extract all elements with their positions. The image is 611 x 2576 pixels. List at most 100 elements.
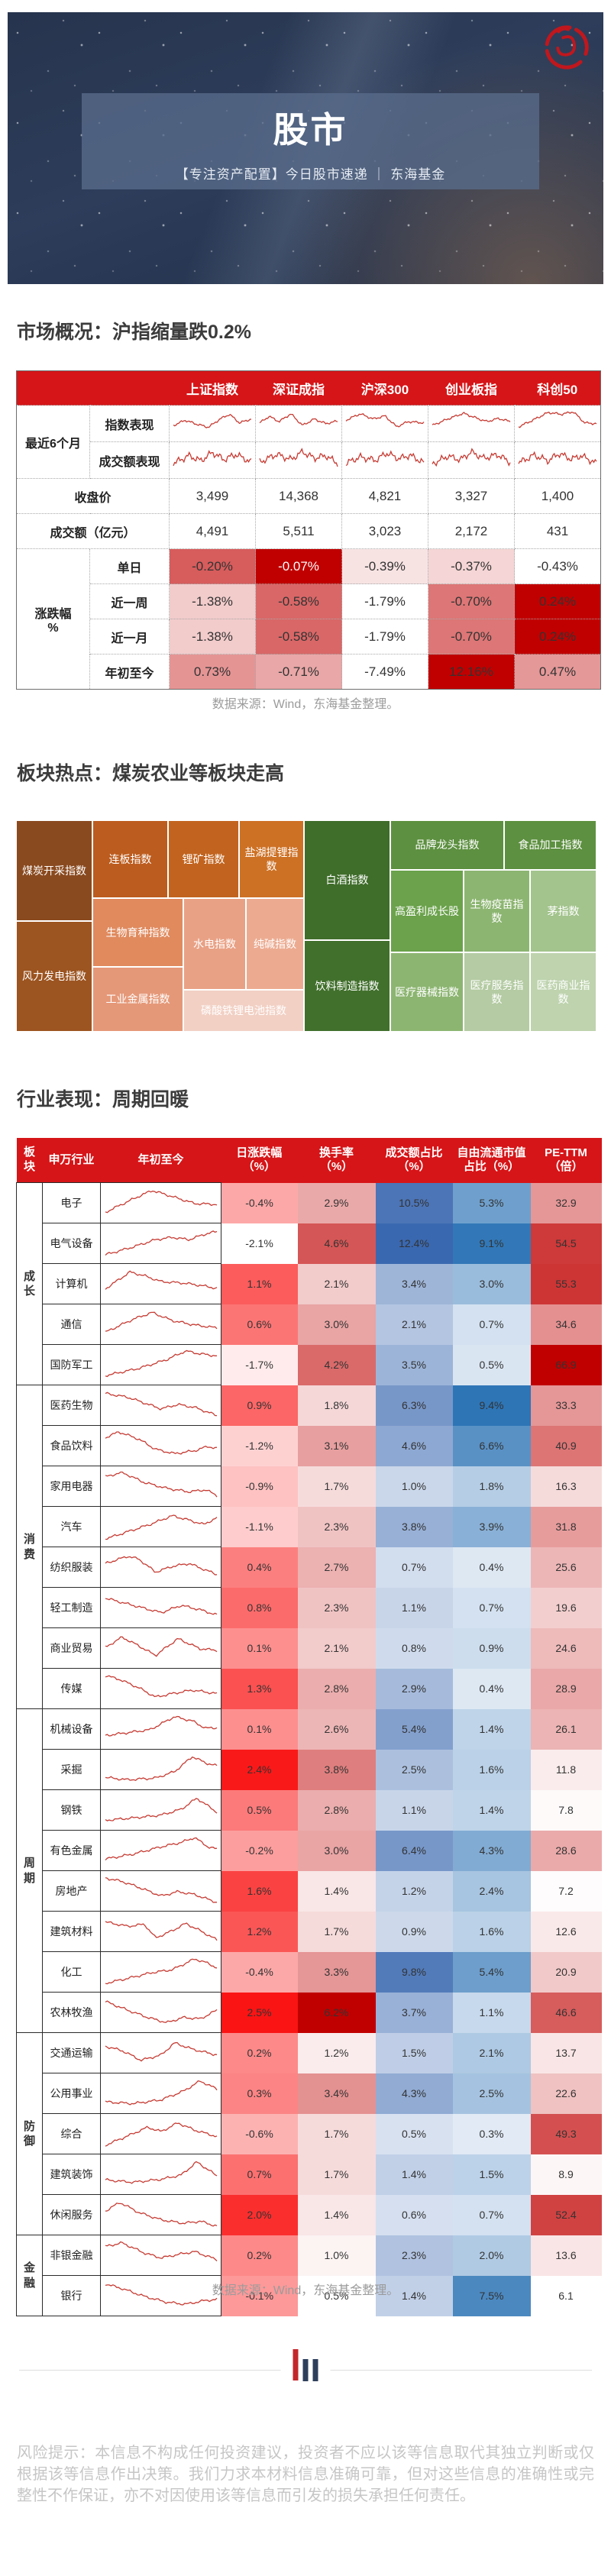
- heat-cell: 6.3%: [375, 1385, 453, 1426]
- heat-cell: 1.8%: [452, 1466, 531, 1507]
- heat-cell: 0.3%: [452, 2113, 531, 2154]
- section-title-sector-hotspots: 板块热点：煤炭农业等板块走高: [17, 763, 285, 784]
- industry-sparkline-cell: [100, 1668, 221, 1709]
- heat-cell: -0.70%: [428, 619, 515, 655]
- industry-row: 化工 -0.4% 3.3% 9.8% 5.4% 20.9: [17, 1951, 602, 1993]
- heat-cell: -1.38%: [169, 619, 256, 655]
- industry-name-cell: 房地产: [42, 1870, 101, 1912]
- industry-group-label: 成长: [16, 1182, 43, 1385]
- industry-sparkline-cell: [100, 1708, 221, 1750]
- heat-cell: 12.6: [530, 1911, 602, 1952]
- heat-cell: 0.1%: [221, 1627, 298, 1669]
- heat-cell: -1.7%: [221, 1344, 298, 1385]
- section-title-market-overview: 市场概况：沪指缩量跌0.2%: [17, 322, 251, 343]
- industry-sparkline-cell: [100, 1789, 221, 1831]
- heat-cell: 3.3%: [297, 1951, 376, 1993]
- industry-sparkline-cell: [100, 1466, 221, 1507]
- heat-cell: 0.5%: [452, 1344, 531, 1385]
- risk-disclaimer: 风险提示：本信息不构成任何投资建议，投资者不应以该等信息取代其独立判断或仅根据该…: [17, 2445, 594, 2504]
- industry-row: 公用事业 0.3% 3.4% 4.3% 2.5% 22.6: [17, 2073, 602, 2114]
- heat-cell: -0.37%: [428, 548, 515, 584]
- heat-cell: 11.8: [530, 1749, 602, 1790]
- industry-row: 消费医药生物 0.9% 1.8% 6.3% 9.4% 33.3: [16, 1385, 602, 1709]
- heat-cell: 28.9: [530, 1668, 602, 1709]
- heat-cell: 7.8: [530, 1789, 602, 1831]
- heat-cell: -0.70%: [428, 583, 515, 619]
- heat-cell: 32.9: [530, 1182, 602, 1223]
- heat-cell: -1.2%: [221, 1425, 298, 1466]
- industry-name-cell: 非银金融: [42, 2235, 101, 2276]
- volume-sparkline-cell: [514, 441, 601, 479]
- heat-cell: -0.58%: [255, 583, 342, 619]
- industry-group-label: 消费: [16, 1385, 43, 1709]
- heat-cell: 1.1%: [375, 1587, 453, 1628]
- heat-cell: 0.9%: [452, 1627, 531, 1669]
- industry-sparkline-cell: [100, 1223, 221, 1264]
- header-title-box: 股市 【专注资产配置】今日股市速递 ｜ 东海基金: [82, 93, 539, 189]
- industry-sparkline-cell: [100, 2194, 221, 2235]
- treemap-cell: 生物疫苗指数: [464, 871, 529, 952]
- industry-sparkline-cell: [100, 2154, 221, 2195]
- industry-row: 建筑材料 1.2% 1.7% 0.9% 1.6% 12.6: [17, 1911, 602, 1952]
- heat-cell: 3.8%: [375, 1506, 453, 1547]
- heat-cell: 9.8%: [375, 1951, 453, 1993]
- treemap-cell-label: 品牌龙头指数: [415, 839, 480, 852]
- heat-cell: 0.9%: [221, 1385, 298, 1426]
- heat-cell: 0.73%: [169, 654, 256, 690]
- heat-cell: 1.5%: [452, 2154, 531, 2195]
- heat-cell: 1.4%: [375, 2275, 453, 2316]
- index-sparkline-cell: [514, 405, 601, 442]
- heat-cell: 49.3: [530, 2113, 602, 2154]
- heat-cell: 7.2: [530, 1870, 602, 1912]
- heat-cell: 0.4%: [452, 1547, 531, 1588]
- header-banner: 股市 【专注资产配置】今日股市速递 ｜ 东海基金: [8, 12, 603, 284]
- heat-cell: 2.1%: [297, 1263, 376, 1304]
- value-cell: 5,511: [255, 513, 342, 549]
- market-header-index: 上证指数: [169, 370, 256, 406]
- treemap-cell: 高盈利成长股: [391, 871, 463, 952]
- industry-row: 周期机械设备 0.1% 2.6% 5.4% 1.4% 26.1: [16, 1708, 602, 2033]
- logo-bar-red: [293, 2349, 299, 2380]
- brand-logo-bars-icon: [280, 2349, 331, 2384]
- heat-cell: 1.1%: [375, 1789, 453, 1831]
- treemap-cell-label: 医疗服务指数: [470, 978, 524, 1005]
- heat-cell: 1.6%: [452, 1911, 531, 1952]
- heat-cell: 0.4%: [452, 1668, 531, 1709]
- treemap-cell: 医疗器械指数: [391, 953, 463, 1031]
- sector-treemap: 煤炭开采指数 风力发电指数 连板指数 锂矿指数 盐湖提锂指数 生物育种指数 水电指数 纯碱指数…: [17, 821, 596, 1031]
- value-cell: 4,491: [169, 513, 256, 549]
- heat-cell: 0.7%: [452, 2194, 531, 2235]
- heat-cell: 3.1%: [297, 1425, 376, 1466]
- industry-sparkline-cell: [100, 1627, 221, 1669]
- heat-cell: 55.3: [530, 1263, 602, 1304]
- heat-cell: 6.2%: [297, 1992, 376, 2033]
- value-cell: 3,023: [341, 513, 428, 549]
- heat-cell: 9.4%: [452, 1385, 531, 1426]
- heat-cell: 13.7: [530, 2032, 602, 2073]
- industry-sparkline-cell: [100, 1992, 221, 2033]
- heat-cell: 0.7%: [452, 1587, 531, 1628]
- market-table: 上证指数 深证成指 沪深300 创业板指 科创50 最近6个月 指数表现 成交额表现 收盘价 3,…: [16, 370, 601, 690]
- heat-cell: 1.6%: [452, 1749, 531, 1790]
- market-row-change: 近一月 -1.38% -0.58% -1.79% -0.70% 0.24%: [17, 619, 601, 655]
- heat-cell: -2.1%: [221, 1223, 298, 1264]
- industry-name-cell: 汽车: [42, 1506, 101, 1547]
- heat-cell: 1.7%: [297, 2154, 376, 2195]
- heat-cell: 0.7%: [452, 1304, 531, 1345]
- index-sparkline-cell: [341, 405, 428, 442]
- heat-cell: 2.5%: [221, 1992, 298, 2033]
- row-label: 成交额表现: [89, 441, 170, 479]
- heat-cell: 0.3%: [221, 2073, 298, 2114]
- industry-header-cell: 换手率 （%）: [297, 1138, 376, 1183]
- heat-cell: 52.4: [530, 2194, 602, 2235]
- heat-cell: 1.0%: [297, 2235, 376, 2276]
- market-header-row: 上证指数 深证成指 沪深300 创业板指 科创50: [16, 370, 601, 406]
- row-label: 近一周: [89, 583, 170, 619]
- industry-row: 成长电子 -0.4% 2.9% 10.5% 5.3% 32.9: [16, 1182, 602, 1385]
- market-row-change: 近一周 -1.38% -0.58% -1.79% -0.70% 0.24%: [17, 583, 601, 619]
- industry-sparkline-cell: [100, 1587, 221, 1628]
- treemap-cell: 连板指数: [93, 821, 167, 897]
- market-row-change: 年初至今 0.73% -0.71% -7.49% 12.16% 0.47%: [17, 654, 601, 690]
- value-cell: 431: [514, 513, 601, 549]
- treemap-cell: 水电指数: [184, 899, 245, 989]
